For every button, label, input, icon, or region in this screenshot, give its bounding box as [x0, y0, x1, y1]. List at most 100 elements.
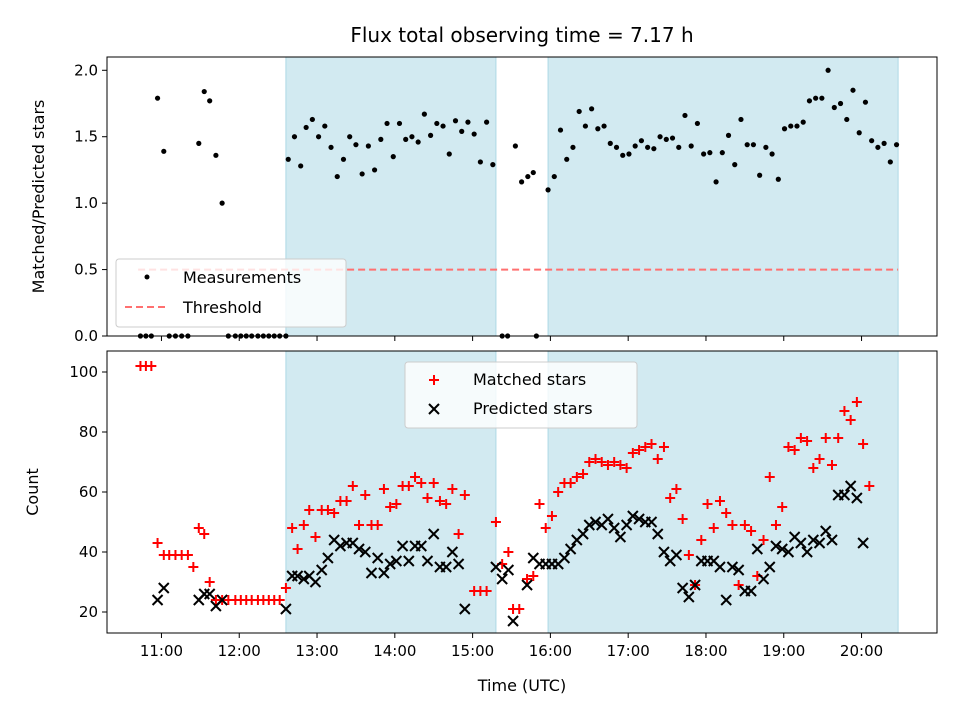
- matched-stars-point: [795, 433, 806, 443]
- predicted-stars-point: [440, 561, 452, 573]
- y-tick-label: 60: [79, 483, 98, 501]
- measurements-point: [459, 128, 465, 134]
- predicted-stars-point: [428, 528, 440, 540]
- matched-stars-point: [658, 442, 669, 452]
- measurements-point: [471, 131, 477, 137]
- predicted-stars-point: [291, 570, 304, 582]
- measurements-point: [744, 142, 750, 148]
- matched-stars-point: [627, 448, 638, 458]
- matched-stars-point: [490, 517, 501, 527]
- predicted-stars-point: [158, 582, 170, 594]
- matched-stars-point: [292, 544, 303, 554]
- predicted-stars-point: [521, 579, 533, 591]
- measurements-point: [378, 136, 384, 142]
- matched-stars-point: [733, 580, 744, 590]
- matched-stars-point: [310, 532, 321, 542]
- y-tick-label: 40: [79, 543, 98, 561]
- matched-stars-point: [602, 460, 613, 470]
- x-tick-label: 15:00: [451, 642, 494, 660]
- predicted-stars-point: [334, 540, 347, 552]
- measurements-point: [512, 143, 518, 149]
- predicted-stars-point: [857, 537, 869, 549]
- predicted-stars-point: [826, 534, 838, 546]
- measurements-point: [440, 123, 446, 129]
- predicted-stars-point: [757, 573, 770, 585]
- measurements-point: [249, 333, 255, 339]
- measurements-point: [201, 88, 207, 95]
- measurements-point: [769, 151, 775, 157]
- measurements-point: [887, 159, 893, 165]
- matched-stars-point: [453, 529, 464, 539]
- predicted-stars-point: [608, 522, 620, 534]
- predicted-stars-point: [151, 594, 164, 606]
- matched-stars-point: [422, 493, 433, 503]
- measurements-point: [657, 134, 663, 140]
- predicted-stars-point: [795, 537, 807, 549]
- predicted-stars-point: [507, 615, 519, 627]
- y-tick-label: 100: [69, 363, 98, 381]
- predicted-stars-point: [732, 564, 745, 576]
- measurements-point: [172, 333, 179, 339]
- y-tick-label: 80: [79, 423, 98, 441]
- measurements-point: [813, 95, 819, 101]
- matched-stars-point: [565, 478, 576, 488]
- predicted-stars-point: [421, 555, 434, 567]
- measurements-point: [781, 126, 788, 132]
- measurements-point: [390, 154, 396, 160]
- predicted-stars-point: [396, 540, 409, 552]
- matched-stars-point: [615, 460, 626, 470]
- x-tick-label: 19:00: [762, 642, 805, 660]
- measurements-point: [179, 333, 185, 339]
- measurements-point: [669, 135, 676, 141]
- predicted-stars-point: [496, 573, 508, 585]
- matched-stars-point: [665, 493, 676, 503]
- matched-stars-point: [584, 457, 595, 467]
- predicted-stars-point: [315, 564, 328, 576]
- measurements-point: [347, 134, 353, 140]
- matched-stars-point: [347, 481, 358, 491]
- matched-stars-point: [553, 487, 564, 497]
- measurements-point: [713, 179, 719, 185]
- measurements-point: [277, 333, 283, 339]
- x-tick-label: 16:00: [529, 642, 572, 660]
- measurements-point: [285, 156, 291, 162]
- measurements-point: [545, 187, 551, 193]
- matched-stars-point: [193, 523, 204, 533]
- predicted-stars-point: [751, 543, 764, 555]
- x-tick-label: 13:00: [295, 642, 338, 660]
- predicted-stars-point: [298, 573, 310, 585]
- matched-stars-point: [441, 499, 452, 509]
- matched-stars-point: [546, 511, 557, 521]
- predicted-stars-point: [415, 540, 427, 552]
- measurements-point: [806, 98, 813, 104]
- measurements-point: [632, 143, 638, 149]
- measurements-point: [844, 116, 850, 123]
- measurements-point: [651, 146, 657, 152]
- matched-stars-point: [646, 439, 657, 449]
- matched-stars-point: [514, 604, 525, 614]
- matched-stars-point: [839, 406, 850, 416]
- measurements-point: [219, 200, 225, 206]
- predicted-stars-point: [502, 564, 515, 576]
- measurements-point: [322, 123, 328, 129]
- matched-stars-point: [188, 562, 199, 572]
- predicted-stars-point: [844, 480, 857, 492]
- measurements-point: [396, 120, 403, 127]
- matched-stars-point: [721, 508, 732, 518]
- predicted-stars-point: [820, 525, 832, 537]
- measurements-point: [825, 67, 831, 73]
- x-tick-label: 18:00: [684, 642, 727, 660]
- measurements-point: [893, 142, 900, 148]
- matched-stars-point: [634, 445, 645, 455]
- measurements-point: [595, 126, 601, 132]
- matched-stars-point: [329, 508, 340, 518]
- measurements-point: [484, 119, 490, 125]
- predicted-stars-point: [378, 567, 390, 579]
- matched-stars-point: [146, 361, 157, 371]
- matched-legend-label: Matched stars: [473, 370, 586, 389]
- matched-stars-point: [764, 472, 775, 482]
- matched-stars-point: [459, 490, 470, 500]
- measurements-point: [570, 144, 576, 150]
- measurements-point: [620, 152, 626, 158]
- ratio-panel-ylabel: Matched/Predicted stars: [29, 100, 48, 294]
